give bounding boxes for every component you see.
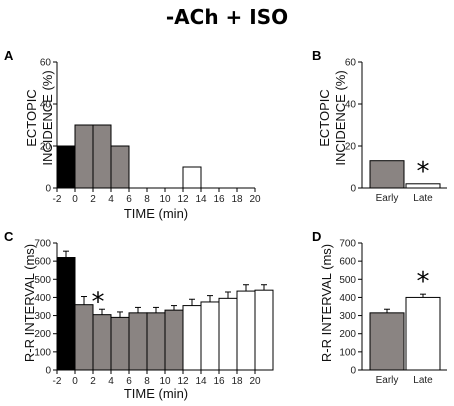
- y-axis-label-b-line1: ECTOPIC: [317, 89, 332, 147]
- category-label-b: Late: [413, 193, 433, 204]
- panel-label-d: D: [312, 229, 321, 244]
- x-tick-label-a: 0: [72, 194, 78, 205]
- y-tick-label-c: 500: [34, 275, 51, 286]
- x-tick-label-a: 14: [195, 194, 207, 205]
- x-tick-label-c: 16: [213, 376, 225, 387]
- y-tick-label-b: 20: [345, 142, 357, 153]
- y-tick-label-d: 700: [339, 239, 356, 250]
- y-axis-label-c: R-R INTERVAL (ms): [22, 244, 37, 362]
- bar-a: [74, 124, 94, 189]
- x-tick-label-c: 12: [177, 376, 189, 387]
- bar-c: [92, 314, 112, 371]
- bar-b: [369, 160, 405, 189]
- bar-a: [110, 145, 130, 189]
- y-axis-label-a-line1: ECTOPIC: [24, 89, 39, 147]
- y-axis-label-d: R-R INTERVAL (ms): [319, 244, 334, 362]
- y-tick-label-d: 500: [339, 275, 356, 286]
- x-tick-label-c: 6: [126, 376, 132, 387]
- bar-c: [56, 257, 76, 371]
- significance-asterisk-d: *: [417, 267, 430, 297]
- y-tick-label-d: 100: [339, 347, 356, 358]
- x-tick-label-a: -2: [53, 194, 62, 205]
- category-label-d: Early: [376, 375, 399, 386]
- bar-c: [200, 301, 220, 371]
- y-tick-label-a: 40: [40, 100, 52, 111]
- bar-c: [236, 290, 256, 371]
- y-tick-label-a: 20: [40, 142, 52, 153]
- bar-a: [92, 124, 112, 189]
- x-tick-label-c: -2: [53, 376, 62, 387]
- y-tick-label-c: 400: [34, 293, 51, 304]
- x-tick-label-c: 18: [231, 376, 243, 387]
- panel-d: D R-R INTERVAL (ms) 0 100 200 300 400 500 600 7…: [312, 229, 447, 386]
- figure-title: -ACh + ISO: [166, 5, 288, 29]
- category-label-b: Early: [376, 193, 399, 204]
- y-tick-label-d: 200: [339, 329, 356, 340]
- bar-c: [110, 316, 130, 371]
- y-tick-label-c: 0: [45, 366, 51, 377]
- bar-d: [405, 296, 441, 371]
- bar-c: [128, 312, 148, 371]
- bar-c: [164, 309, 184, 371]
- y-tick-label-c: 100: [34, 347, 51, 358]
- x-tick-label-c: 20: [249, 376, 261, 387]
- y-tick-label-d: 600: [339, 257, 356, 268]
- x-tick-label-a: 4: [108, 194, 114, 205]
- panel-label-b: B: [312, 48, 321, 63]
- panel-label-c: C: [4, 229, 14, 244]
- y-tick-label-d: 300: [339, 311, 356, 322]
- bar-c: [146, 312, 166, 371]
- y-tick-label-b: 0: [350, 184, 356, 195]
- x-axis-label-a: TIME (min): [124, 206, 188, 221]
- y-tick-label-a: 0: [45, 184, 51, 195]
- x-tick-label-c: 2: [90, 376, 96, 387]
- y-tick-label-c: 700: [34, 239, 51, 250]
- y-axis-label-a-line2: INCIDENCE (%): [40, 70, 55, 165]
- x-tick-label-a: 20: [249, 194, 261, 205]
- x-tick-label-a: 10: [159, 194, 171, 205]
- bar-a: [56, 145, 76, 189]
- panel-label-a: A: [4, 48, 14, 63]
- x-tick-label-c: 14: [195, 376, 207, 387]
- category-label-d: Late: [413, 375, 433, 386]
- x-tick-label-c: 10: [159, 376, 171, 387]
- y-tick-label-b: 60: [345, 58, 357, 69]
- y-tick-label-a: 60: [40, 58, 52, 69]
- x-tick-label-c: 0: [72, 376, 78, 387]
- x-tick-label-a: 6: [126, 194, 132, 205]
- significance-asterisk-b: *: [417, 157, 430, 187]
- bar-c: [182, 305, 202, 371]
- x-tick-label-a: 12: [177, 194, 189, 205]
- x-tick-label-a: 8: [144, 194, 150, 205]
- y-tick-label-c: 600: [34, 257, 51, 268]
- y-tick-label-d: 400: [339, 293, 356, 304]
- panel-b: B ECTOPIC INCIDENCE (%) 0 20 40 60 Early Late…: [312, 48, 447, 204]
- y-tick-label-c: 300: [34, 311, 51, 322]
- panel-c: C R-R INTERVAL (ms) TIME (min) 010020030…: [4, 229, 274, 401]
- x-tick-label-c: 8: [144, 376, 150, 387]
- y-tick-label-d: 0: [350, 366, 356, 377]
- bar-a: [182, 166, 202, 189]
- panel-a: A ECTOPIC INCIDENCE (%) TIME (min) 02040…: [4, 48, 261, 221]
- y-tick-label-b: 40: [345, 100, 357, 111]
- bar-b: [405, 183, 441, 189]
- bar-c: [218, 297, 238, 371]
- bar-c: [254, 289, 274, 371]
- x-tick-label-a: 18: [231, 194, 243, 205]
- x-tick-label-c: 4: [108, 376, 114, 387]
- x-tick-label-a: 2: [90, 194, 96, 205]
- x-axis-label-c: TIME (min): [124, 386, 188, 401]
- y-axis-label-b-line2: INCIDENCE (%): [333, 70, 348, 165]
- y-tick-label-c: 200: [34, 329, 51, 340]
- bar-d: [369, 312, 405, 371]
- bar-c: [74, 304, 94, 371]
- x-tick-label-a: 16: [213, 194, 225, 205]
- significance-asterisk-c: *: [92, 288, 105, 318]
